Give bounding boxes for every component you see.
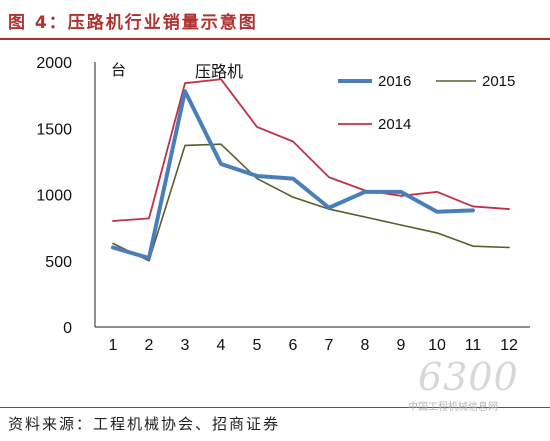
x-tick-label: 7 bbox=[325, 337, 334, 354]
title-divider bbox=[0, 38, 550, 40]
legend-label-2014: 2014 bbox=[378, 116, 411, 133]
y-tick-label: 0 bbox=[63, 320, 72, 337]
series-line-2014 bbox=[112, 78, 510, 222]
y-tick-label: 2000 bbox=[36, 55, 72, 72]
series-line-2015 bbox=[112, 143, 510, 262]
footer-divider bbox=[0, 407, 550, 408]
x-tick-label: 6 bbox=[289, 337, 298, 354]
y-tick-label: 1000 bbox=[36, 188, 72, 205]
x-tick-label: 4 bbox=[217, 337, 226, 354]
x-tick-label: 12 bbox=[500, 337, 518, 354]
y-unit-label: 台 bbox=[111, 61, 126, 79]
watermark-site: 中国工程机械信息网 bbox=[408, 402, 498, 413]
watermark-logo: 6300 bbox=[418, 355, 519, 399]
legend-label-2015: 2015 bbox=[482, 73, 515, 90]
x-tick-label: 10 bbox=[428, 337, 446, 354]
x-tick-label: 2 bbox=[145, 337, 154, 354]
legend-label-2016: 2016 bbox=[378, 73, 411, 90]
x-tick-label: 1 bbox=[109, 337, 118, 354]
x-tick-label: 5 bbox=[253, 337, 262, 354]
series-line-2016 bbox=[111, 89, 475, 261]
y-tick-labels: 0 500 1000 1500 2000 bbox=[36, 55, 72, 337]
axes bbox=[94, 62, 530, 328]
x-tick-label: 11 bbox=[465, 337, 482, 354]
chart-subtitle: 压路机 bbox=[195, 62, 243, 81]
y-tick-label: 1500 bbox=[36, 121, 72, 138]
x-tick-label: 9 bbox=[397, 337, 406, 354]
legend: 2016 2015 2014 bbox=[338, 73, 515, 133]
x-tick-label: 8 bbox=[361, 337, 370, 354]
source-note: 资料来源：工程机械协会、招商证券 bbox=[8, 415, 281, 433]
title-bar: 图 4：压路机行业销量示意图 bbox=[0, 0, 550, 40]
x-tick-label: 3 bbox=[181, 337, 190, 354]
series-layer bbox=[111, 78, 510, 262]
figure-title: 图 4：压路机行业销量示意图 bbox=[8, 13, 258, 33]
y-tick-label: 500 bbox=[45, 254, 72, 271]
x-tick-labels: 1 2 3 4 5 6 7 8 9 10 11 12 bbox=[109, 337, 518, 354]
